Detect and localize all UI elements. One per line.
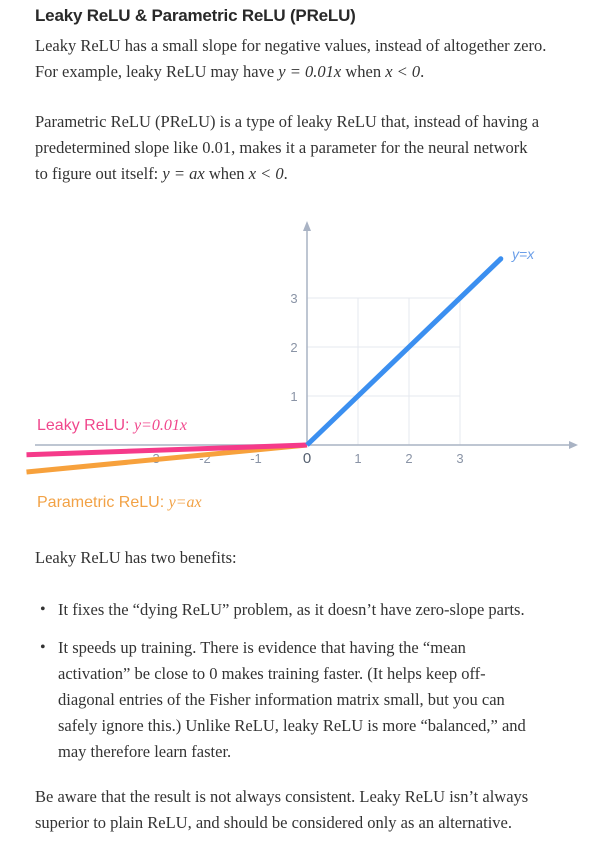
intro-line-2-pre: For example, leaky ReLU may have (35, 62, 279, 81)
benefit-line: It fixes the “dying ReLU” problem, as it… (58, 600, 525, 619)
identity-label: y=x (511, 246, 535, 262)
x-tick-label: 2 (405, 451, 412, 466)
prelu-line-3-mid: when (204, 164, 249, 183)
identity-end-marker (498, 256, 504, 262)
series-line-0 (305, 256, 503, 447)
bullet-marker: • (40, 601, 46, 618)
benefit-line: activation” be close to 0 makes training… (58, 664, 486, 683)
prelu-line-2: predetermined slope like 0.01, makes it … (35, 138, 528, 157)
x-tick-label: -2 (199, 451, 211, 466)
prelu-line-3-end: . (283, 164, 288, 183)
intro-paragraph: Leaky ReLU has a small slope for negativ… (35, 33, 583, 85)
y-tick-label: 3 (290, 291, 297, 306)
prelu-equation: y = ax (162, 164, 205, 183)
chart-grid (307, 297, 461, 445)
intro-line-2-end: . (420, 62, 425, 81)
prelu-paragraph: Parametric ReLU (PReLU) is a type of lea… (35, 109, 583, 187)
x-tick-label: 0 (303, 450, 311, 467)
series-line-1 (26, 442, 308, 458)
benefit-item: It fixes the “dying ReLU” problem, as it… (58, 597, 578, 623)
x-tick-label: 1 (354, 451, 361, 466)
intro-line-1: Leaky ReLU has a small slope for negativ… (35, 36, 547, 55)
benefit-line: diagonal entries of the Fisher informati… (58, 690, 505, 709)
conclusion-paragraph: Be aware that the result is not always c… (35, 784, 583, 836)
x-axis-arrow-icon (569, 441, 578, 449)
x-tick-label: -1 (250, 451, 262, 466)
intro-line-2-mid: when (341, 62, 386, 81)
conclusion-line-2: superior to plain ReLU, and should be co… (35, 813, 512, 832)
parametric-relu-label: Parametric ReLU: y=ax (37, 494, 202, 511)
parametric-relu-label-eq: y=ax (167, 494, 202, 511)
chart-series (26, 256, 504, 475)
prelu-line-1: Parametric ReLU (PReLU) is a type of lea… (35, 112, 540, 131)
benefit-line: may therefore learn faster. (58, 742, 232, 761)
intro-condition: x < 0 (385, 62, 421, 81)
prelu-condition: x < 0 (248, 164, 284, 183)
benefit-item: It speeds up training. There is evidence… (58, 635, 578, 765)
bullet-marker: • (40, 639, 46, 656)
benefit-line: safely ignore this.) Unlike ReLU, leaky … (58, 716, 526, 735)
y-tick-label: 1 (290, 389, 297, 404)
y-tick-label: 2 (290, 340, 297, 355)
benefit-line: It speeds up training. There is evidence… (58, 638, 466, 657)
y-axis-arrow-icon (303, 221, 311, 231)
series-line-2 (26, 442, 308, 475)
leaky-relu-label: Leaky ReLU: y=0.01x (37, 417, 187, 434)
x-tick-label: 3 (456, 451, 463, 466)
benefits-intro: Leaky ReLU has two benefits: (35, 548, 237, 567)
leaky-relu-label-prefix: Leaky ReLU: (37, 417, 134, 434)
prelu-line-3-pre: to figure out itself: (35, 164, 163, 183)
intro-equation: y = 0.01x (278, 62, 342, 81)
conclusion-line-1: Be aware that the result is not always c… (35, 787, 529, 806)
parametric-relu-label-prefix: Parametric ReLU: (37, 494, 169, 511)
leaky-relu-label-eq: y=0.01x (132, 417, 187, 434)
section-heading: Leaky ReLU & Parametric ReLU (PReLU) (35, 6, 356, 25)
